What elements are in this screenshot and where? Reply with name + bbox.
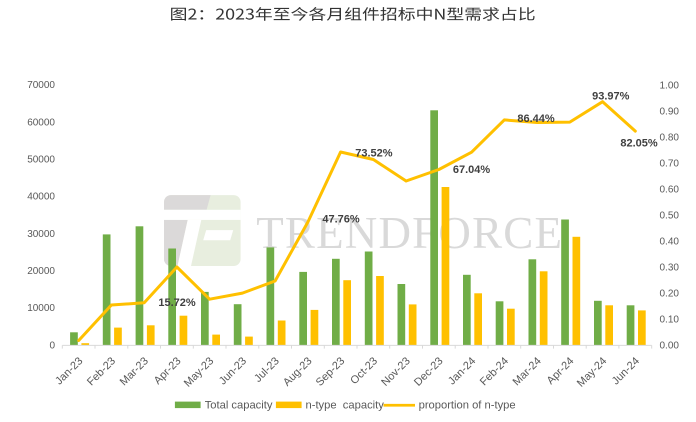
svg-text:0.10: 0.10 [660, 315, 680, 326]
svg-text:proportion of n-type: proportion of n-type [419, 400, 516, 412]
svg-text:1.00: 1.00 [660, 80, 680, 91]
svg-text:20000: 20000 [27, 266, 55, 277]
svg-text:n-type capacity: n-type capacity [306, 400, 385, 412]
svg-text:TRENDFORCE: TRENDFORCE [256, 208, 563, 258]
svg-text:0.80: 0.80 [660, 132, 680, 143]
svg-text:47.76%: 47.76% [322, 213, 360, 225]
svg-text:82.05%: 82.05% [620, 137, 658, 149]
svg-text:0.60: 0.60 [660, 185, 680, 196]
svg-text:10000: 10000 [27, 303, 55, 314]
svg-text:50000: 50000 [27, 155, 55, 166]
svg-text:15.72%: 15.72% [158, 297, 196, 309]
svg-text:67.04%: 67.04% [453, 164, 491, 176]
svg-text:30000: 30000 [27, 229, 55, 240]
svg-text:Total capacity: Total capacity [205, 400, 273, 412]
svg-text:86.44%: 86.44% [517, 113, 555, 125]
svg-text:73.52%: 73.52% [355, 148, 393, 160]
svg-text:93.97%: 93.97% [592, 91, 630, 103]
svg-text:0.50: 0.50 [660, 211, 680, 222]
svg-text:70000: 70000 [27, 80, 55, 91]
svg-text:0.90: 0.90 [660, 106, 680, 117]
svg-text:0.70: 0.70 [660, 159, 680, 170]
svg-text:0.00: 0.00 [660, 341, 680, 352]
svg-text:0: 0 [49, 340, 55, 351]
svg-text:0.20: 0.20 [660, 289, 680, 300]
svg-text:60000: 60000 [27, 117, 55, 128]
svg-text:0.30: 0.30 [660, 263, 680, 274]
svg-text:40000: 40000 [27, 192, 55, 203]
svg-text:0.40: 0.40 [660, 237, 680, 248]
